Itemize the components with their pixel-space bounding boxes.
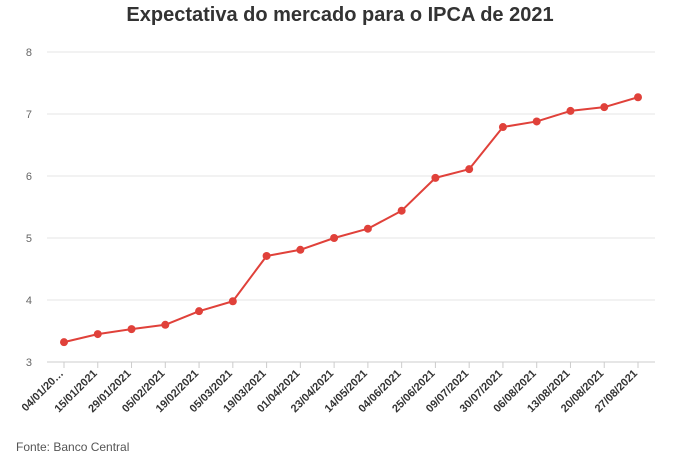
data-point xyxy=(431,173,440,182)
data-point xyxy=(127,325,136,334)
y-tick-label: 3 xyxy=(26,357,32,369)
data-point xyxy=(363,224,372,233)
data-point xyxy=(228,297,237,306)
data-point xyxy=(634,93,642,102)
data-point xyxy=(465,165,474,174)
y-tick-label: 8 xyxy=(26,47,32,59)
data-point xyxy=(498,123,507,132)
x-axis: 04/01/20…15/01/202129/01/202105/02/20211… xyxy=(20,362,640,415)
data-point xyxy=(532,117,541,126)
data-points-layer xyxy=(60,93,642,347)
y-tick-label: 7 xyxy=(26,109,32,121)
grid-lines xyxy=(47,51,655,363)
data-point xyxy=(566,106,575,115)
data-point xyxy=(93,330,102,339)
series-line xyxy=(63,96,639,344)
data-point xyxy=(195,307,204,316)
chart-source: Fonte: Banco Central xyxy=(16,440,130,454)
chart-title: Expectativa do mercado para o IPCA de 20… xyxy=(126,4,554,26)
data-point xyxy=(60,338,68,347)
data-point xyxy=(397,206,406,215)
data-point xyxy=(262,251,271,260)
y-tick-label: 4 xyxy=(26,295,32,307)
y-tick-label: 6 xyxy=(26,171,32,183)
y-tick-label: 5 xyxy=(26,233,32,245)
series-line-layer xyxy=(63,96,639,344)
data-point xyxy=(161,320,170,329)
data-point xyxy=(330,234,339,242)
y-axis: 3 4 5 6 7 8 xyxy=(26,47,32,369)
data-point xyxy=(600,103,609,112)
data-point xyxy=(296,245,305,254)
